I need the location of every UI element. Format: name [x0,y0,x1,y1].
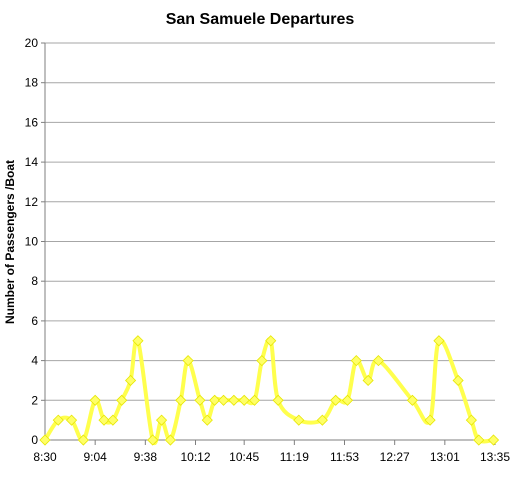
x-tick-label: 13:01 [430,450,460,464]
y-tick-label: 8 [31,274,38,288]
y-tick-label: 4 [31,354,38,368]
data-point-marker [39,434,51,446]
data-point-marker [316,414,328,426]
axes [41,42,496,445]
data-point-marker [248,394,261,406]
series-group [39,335,500,446]
x-tick-label: 11:19 [280,450,309,464]
x-tick-label: 11:53 [330,450,359,464]
data-point-marker [406,394,418,406]
data-point-marker [330,394,342,406]
data-point-marker [473,434,485,446]
data-point-marker [341,394,354,406]
data-point-marker [116,394,128,406]
y-tick-label: 14 [25,155,39,169]
data-point-marker [77,434,89,446]
data-point-marker [209,394,221,406]
data-point-marker [194,394,206,406]
x-tick-label: 10:12 [180,450,210,464]
data-point-marker [98,414,110,426]
data-point-marker [433,335,445,347]
gridlines [45,42,495,401]
series-line [43,337,496,445]
data-point-marker [265,335,277,347]
data-point-marker [228,394,240,406]
y-axis-label: Number of Passengers /Boat [3,160,17,324]
data-point-marker [182,355,194,367]
y-tick-label: 18 [25,76,39,90]
data-point-marker [107,414,119,426]
data-point-marker [52,414,64,426]
data-point-marker [201,414,213,426]
data-point-marker [362,374,374,387]
x-tick-label: 13:35 [480,450,510,464]
x-tick-label: 9:04 [83,450,107,464]
chart-title: San Samuele Departures [166,11,355,28]
x-tick-labels: 8:30 9:04 9:38 10:12 10:45 11:19 11:53 12:27 13:… [33,450,510,464]
data-point-marker [164,434,176,446]
data-point-marker [350,355,362,367]
y-tick-label: 20 [25,36,39,50]
y-tick-label: 12 [25,195,39,209]
data-point-marker [175,394,187,406]
data-point-marker [424,414,436,426]
x-tick-label: 9:38 [134,450,158,464]
y-tick-label: 10 [25,235,39,249]
x-tick-label: 12:27 [380,450,410,464]
y-tick-label: 6 [31,314,38,328]
data-point-marker [272,394,284,406]
data-point-marker [372,355,385,367]
data-point-marker [132,335,144,347]
data-point-marker [256,355,268,367]
y-tick-labels: 0 2 4 6 8 10 12 14 16 18 20 [25,36,39,447]
data-point-marker [155,414,168,426]
data-point-marker [452,374,464,387]
data-point-marker [487,434,500,446]
data-point-marker [89,394,101,406]
data-point-marker [217,394,230,406]
data-point-marker [125,374,137,387]
data-point-marker [293,414,305,426]
x-tick-label: 10:45 [229,450,259,464]
data-point-marker [465,414,477,426]
y-tick-label: 0 [31,433,38,447]
data-point-marker [65,414,78,426]
y-tick-label: 16 [25,115,39,129]
data-point-marker [238,394,250,406]
x-tick-label: 8:30 [33,450,57,464]
y-tick-label: 2 [31,393,38,407]
data-point-marker [147,434,159,446]
